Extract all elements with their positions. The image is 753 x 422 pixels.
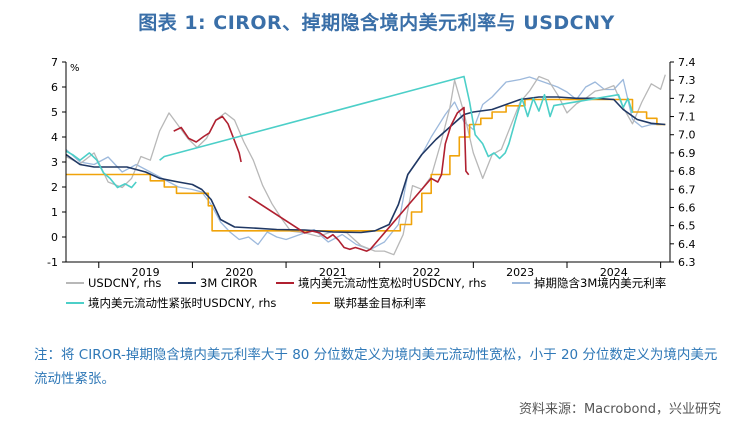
left-tick-label: 4 <box>51 131 58 144</box>
x-tick-label: 2019 <box>132 266 160 279</box>
legend-label: 3M CIROR <box>200 276 257 290</box>
right-tick-label: 7.3 <box>678 74 696 87</box>
x-tick-label: 2024 <box>600 266 628 279</box>
fed-funds-line <box>66 98 666 232</box>
legend: USDCNY, rhs 3M CIROR 境内美元流动性宽松时USDCNY, rhs… <box>66 276 666 310</box>
left-tick-label: 1 <box>51 206 58 219</box>
right-tick-label: 6.5 <box>678 220 696 233</box>
x-tick-label: 2023 <box>506 266 534 279</box>
right-tick-label: 7.0 <box>678 129 696 142</box>
right-axis-ticks: 6.3 6.4 6.5 6.6 6.7 6.8 6.9 7.0 7.1 7.2 7.3 7.4 <box>670 56 696 269</box>
legend-label: 境内美元流动性紧张时USDCNY, rhs <box>88 296 276 310</box>
footnote: 注：将 CIROR-掉期隐含境内美元利率大于 80 分位数定义为境内美元流动性宽… <box>34 347 718 387</box>
right-tick-label: 6.7 <box>678 183 696 196</box>
implied-rate-line <box>65 76 666 251</box>
tight-usdcny-line <box>65 75 634 189</box>
left-tick-label: -1 <box>47 256 58 269</box>
right-tick-label: 6.4 <box>678 238 696 251</box>
page-title: 图表 1: CIROR、掉期隐含境内美元利率与 USDCNY <box>138 12 615 34</box>
right-tick-label: 6.3 <box>678 256 696 269</box>
left-tick-label: 6 <box>51 81 58 94</box>
right-tick-label: 7.1 <box>678 111 696 124</box>
legend-label: 联邦基金目标利率 <box>334 296 426 310</box>
usdcny-line <box>65 74 666 256</box>
right-tick-label: 6.6 <box>678 201 696 214</box>
series-layer <box>65 74 666 256</box>
right-tick-label: 7.2 <box>678 92 696 105</box>
left-tick-label: 5 <box>51 106 58 119</box>
right-tick-label: 6.9 <box>678 147 696 160</box>
x-axis-ticks: 2019 2020 2021 2022 2023 2024 <box>98 262 662 279</box>
left-tick-label: 2 <box>51 181 58 194</box>
left-tick-label: 7 <box>51 56 58 69</box>
right-tick-label: 6.8 <box>678 165 696 178</box>
legend-label: 境内美元流动性宽松时USDCNY, rhs <box>298 276 486 290</box>
right-tick-label: 7.4 <box>678 56 696 69</box>
left-tick-label: 0 <box>51 231 58 244</box>
x-tick-label: 2021 <box>319 266 347 279</box>
left-tick-label: 3 <box>51 156 58 169</box>
legend-label: 掉期隐含3M境内美元利率 <box>534 276 666 290</box>
left-axis-unit: % <box>70 63 80 74</box>
x-tick-label: 2022 <box>413 266 441 279</box>
chart-svg: -1 0 1 2 3 4 5 6 7 6.3 6.4 6.5 6.6 6.7 6.8 6.9 7.0 7.1 7.… <box>47 56 696 310</box>
x-tick-label: 2020 <box>225 266 253 279</box>
ciror-line <box>65 96 666 234</box>
source-line: 资料来源：Macrobond，兴业研究 <box>518 402 721 417</box>
loose-usdcny-line <box>173 106 470 252</box>
left-axis-ticks: -1 0 1 2 3 4 5 6 7 <box>47 56 66 269</box>
legend-label: USDCNY, rhs <box>88 276 161 290</box>
